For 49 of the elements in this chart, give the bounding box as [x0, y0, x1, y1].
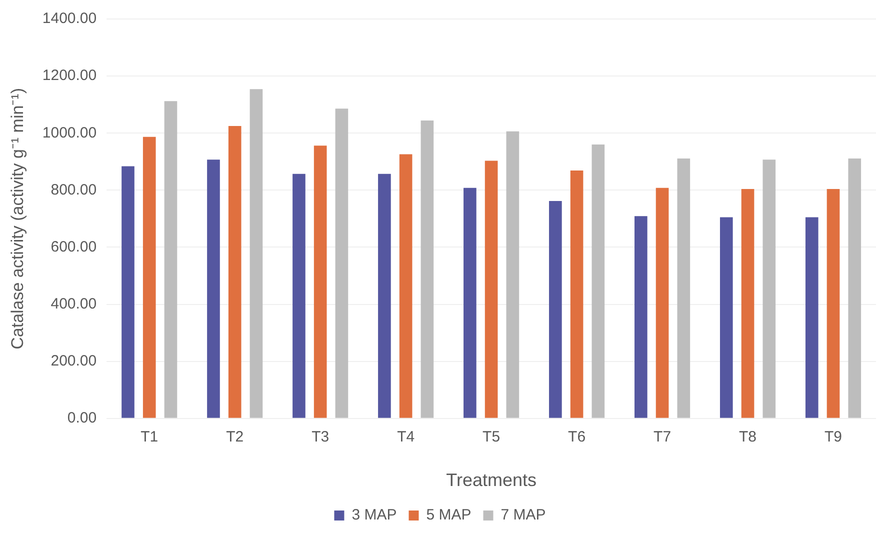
- bar: [805, 217, 818, 418]
- bar: [762, 160, 776, 418]
- y-axis-title: Catalase activity (activity g⁻¹ min⁻¹): [8, 88, 27, 350]
- bar: [228, 126, 242, 418]
- bar: [634, 216, 648, 418]
- bar: [826, 189, 840, 418]
- bar: [292, 174, 306, 418]
- bar: [677, 158, 690, 418]
- legend-label: 3 MAP: [352, 506, 397, 524]
- bar: [848, 158, 862, 418]
- bar: [250, 89, 263, 418]
- bar: [378, 174, 391, 418]
- legend-label: 5 MAP: [426, 506, 472, 524]
- y-tick-label: 1200.00: [42, 67, 97, 84]
- bar: [335, 108, 348, 418]
- y-tick-label: 1400.00: [42, 10, 97, 28]
- x-tick-label: T3: [312, 428, 330, 446]
- x-tick-label: T9: [824, 428, 842, 446]
- bar: [741, 189, 754, 418]
- x-tick-label: T7: [654, 428, 672, 446]
- y-tick-label: 800.00: [50, 181, 97, 198]
- x-axis-title: Treatments: [446, 470, 536, 490]
- bar: [570, 170, 584, 418]
- bar: [122, 166, 134, 418]
- bar: [506, 131, 520, 418]
- bar: [399, 154, 412, 418]
- x-tick-label: T2: [226, 428, 244, 446]
- bar: [656, 188, 669, 418]
- x-tick-label: T5: [482, 428, 500, 446]
- y-tick-label: 400.00: [50, 295, 97, 312]
- bar: [592, 144, 605, 418]
- bar: [207, 160, 220, 418]
- y-tick-label: 1000.00: [42, 124, 97, 142]
- x-tick-label: T6: [568, 428, 586, 446]
- x-tick-label: T1: [140, 428, 158, 446]
- bar: [420, 120, 434, 418]
- bar: [464, 188, 476, 418]
- bar: [142, 136, 156, 418]
- y-tick-label: 200.00: [50, 352, 97, 370]
- bar: [484, 160, 498, 418]
- bar: [549, 201, 562, 418]
- y-tick-label: 0.00: [67, 410, 97, 427]
- bar: [164, 101, 178, 418]
- x-tick-label: T8: [739, 428, 757, 446]
- x-tick-label: T4: [397, 428, 415, 446]
- bar: [314, 146, 327, 418]
- bar: [720, 217, 733, 418]
- legend-label: 7 MAP: [500, 506, 546, 524]
- y-tick-label: 600.00: [50, 238, 97, 256]
